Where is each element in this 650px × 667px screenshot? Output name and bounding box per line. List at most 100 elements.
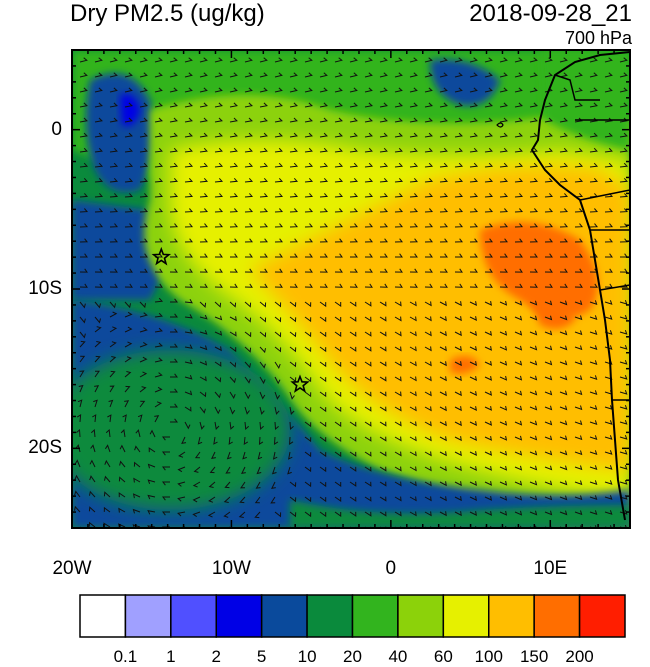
wind-barb [589, 450, 598, 455]
wind-barb [94, 355, 101, 363]
wind-barb [394, 72, 403, 78]
wind-barb [215, 253, 223, 258]
wind-barb [170, 403, 178, 408]
wind-barb [439, 177, 449, 183]
wind-barb [454, 72, 463, 78]
wind-barb [162, 511, 170, 516]
wind-barb [79, 132, 88, 138]
wind-barb [589, 420, 598, 425]
wind-barb [424, 481, 432, 487]
wind-barb [289, 481, 297, 488]
wind-barb [454, 406, 462, 412]
wind-barb [124, 117, 133, 123]
wind-barb [319, 346, 327, 353]
wind-barb [604, 162, 614, 168]
wind-barb [469, 391, 477, 396]
wind-barb [256, 466, 262, 475]
wind-barb [319, 87, 328, 93]
wind-barb [154, 208, 164, 213]
wind-barb [364, 496, 372, 502]
y-tick-label: 0 [51, 118, 62, 140]
wind-barb [259, 177, 269, 183]
wind-barb [514, 132, 523, 138]
wind-barb [424, 346, 432, 352]
wind-barb [619, 495, 628, 500]
wind-barb [94, 162, 104, 168]
wind-barb [109, 102, 118, 108]
wind-barb [349, 193, 359, 198]
wind-barb [379, 316, 387, 322]
wind-barb [334, 376, 342, 382]
colorbar-label: 40 [388, 647, 408, 666]
wind-barb [439, 301, 447, 307]
wind-barb [574, 375, 583, 381]
wind-barb [454, 481, 462, 487]
wind-barb [244, 361, 251, 369]
wind-barb [559, 147, 568, 153]
wind-barb [484, 223, 494, 228]
wind-barb [229, 132, 238, 138]
wind-barb [154, 193, 164, 198]
wind-barb [169, 132, 178, 138]
wind-barb [184, 177, 194, 183]
colorbar-swatch [170, 594, 217, 638]
wind-barb [604, 57, 613, 63]
colorbar-swatch [442, 594, 490, 638]
wind-barb [289, 177, 299, 183]
wind-barb [424, 223, 434, 228]
wind-barb [409, 331, 417, 337]
wind-barb [259, 132, 268, 138]
wind-barb [90, 444, 96, 453]
wind-barb [139, 208, 149, 213]
wind-barb [499, 193, 509, 198]
wind-barb [214, 346, 222, 352]
wind-barb [259, 316, 267, 323]
wind-barb [104, 444, 111, 453]
wind-barb [439, 57, 448, 63]
wind-barb [439, 421, 447, 427]
wind-barb [409, 481, 417, 487]
wind-barb [559, 193, 569, 198]
wind-barb [255, 481, 261, 489]
wind-barb [484, 283, 493, 288]
wind-barb [214, 132, 223, 138]
wind-barb [514, 162, 524, 168]
wind-barb [439, 391, 447, 397]
wind-barb [124, 72, 133, 78]
wind-barb [619, 162, 629, 168]
wind-barb [574, 162, 584, 168]
wind-barb [484, 391, 492, 396]
wind-barb [379, 147, 388, 153]
wind-barb [304, 132, 313, 138]
wind-barb [379, 177, 389, 183]
wind-barb [274, 268, 283, 273]
wind-barb [139, 223, 149, 228]
wind-barb [544, 147, 553, 153]
wind-barb [514, 102, 523, 108]
wind-barb [244, 301, 252, 308]
wind-barb [124, 311, 133, 318]
wind-barb [304, 72, 313, 78]
wind-barb [94, 193, 104, 198]
wind-barb [244, 421, 250, 431]
wind-barb [274, 346, 282, 353]
wind-barb [454, 376, 462, 382]
wind-barb [199, 102, 208, 108]
wind-barb [484, 316, 492, 321]
wind-barb [92, 414, 97, 423]
wind-barb [619, 435, 628, 440]
wind-barb [364, 162, 374, 168]
wind-barb [305, 253, 313, 258]
wind-barb [184, 87, 193, 93]
wind-barb [274, 421, 279, 431]
wind-barb [394, 451, 402, 457]
wind-barb [439, 193, 449, 198]
wind-barb [439, 132, 448, 138]
wind-barb [76, 428, 81, 438]
wind-barb [304, 406, 312, 413]
wind-barb [469, 268, 478, 273]
wind-barb [259, 147, 268, 153]
wind-barb [274, 193, 284, 198]
wind-barb [89, 475, 96, 483]
wind-barb [589, 208, 599, 213]
